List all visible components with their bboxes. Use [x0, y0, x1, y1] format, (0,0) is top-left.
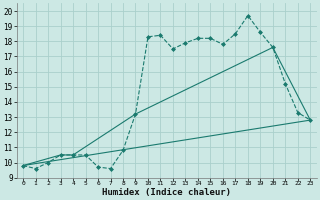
X-axis label: Humidex (Indice chaleur): Humidex (Indice chaleur) [102, 188, 231, 197]
